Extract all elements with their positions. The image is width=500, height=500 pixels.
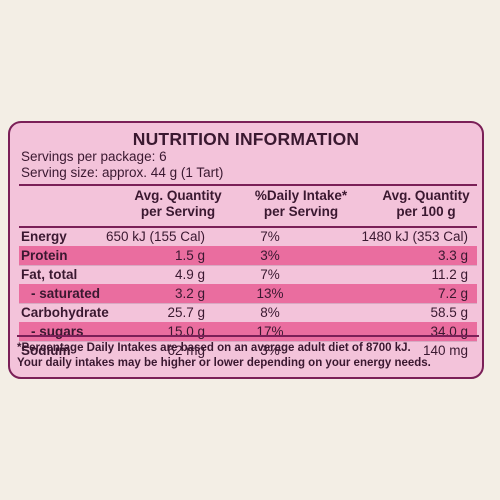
daily-intake-value: 3% bbox=[260, 343, 280, 358]
nutrition-panel: NUTRITION INFORMATION Servings per packa… bbox=[8, 121, 484, 379]
table-row: Protein 1.5 g 3% 3.3 g bbox=[19, 246, 477, 265]
header-avg-per-100g: Avg. Quantity per 100 g bbox=[382, 188, 470, 219]
nutrient-name: Protein bbox=[21, 248, 68, 263]
table-row: - saturated 3.2 g 13% 7.2 g bbox=[19, 284, 477, 303]
per-100g-value: 1480 kJ (353 Cal) bbox=[361, 229, 468, 244]
header-avg-per-serving: Avg. Quantity per Serving bbox=[134, 188, 222, 219]
daily-intake-value: 7% bbox=[260, 229, 280, 244]
daily-intake-value: 3% bbox=[260, 248, 280, 263]
nutrient-name: Carbohydrate bbox=[21, 305, 109, 320]
table-row: Carbohydrate 25.7 g 8% 58.5 g bbox=[19, 303, 477, 322]
table-row: Sodium 62 mg 3% 140 mg bbox=[19, 341, 477, 360]
serving-size: Serving size: approx. 44 g (1 Tart) bbox=[21, 165, 224, 180]
per-100g-value: 11.2 g bbox=[431, 267, 468, 282]
table-row: Energy 650 kJ (155 Cal) 7% 1480 kJ (353 … bbox=[19, 226, 477, 246]
nutrient-name: Fat, total bbox=[21, 267, 78, 282]
panel-title: NUTRITION INFORMATION bbox=[132, 129, 360, 149]
per-serving-value: 1.5 g bbox=[174, 248, 205, 263]
daily-intake-value: 8% bbox=[260, 305, 280, 320]
nutrient-name: Sodium bbox=[21, 343, 71, 358]
nutrient-name: - saturated bbox=[31, 286, 101, 301]
per-100g-value: 7.2 g bbox=[437, 286, 468, 301]
header-daily-intake: %Daily Intake* per Serving bbox=[254, 188, 348, 219]
table-header: Avg. Quantity per Serving %Daily Intake*… bbox=[19, 184, 477, 226]
per-100g-value: 58.5 g bbox=[430, 305, 468, 320]
per-serving-value: 62 mg bbox=[167, 343, 205, 358]
nutrient-name: Energy bbox=[21, 229, 67, 244]
per-100g-value: 3.3 g bbox=[437, 248, 468, 263]
servings-per-package: Servings per package: 6 bbox=[21, 149, 167, 164]
footnote: *Percentage Daily Intakes are based on a… bbox=[17, 335, 479, 371]
footnote-line: *Percentage Daily Intakes are based on a… bbox=[17, 342, 411, 354]
footnote-line: Your daily intakes may be higher or lowe… bbox=[17, 357, 431, 369]
per-serving-value: 3.2 g bbox=[174, 286, 205, 301]
per-serving-value: 650 kJ (155 Cal) bbox=[105, 229, 205, 244]
per-100g-value: 140 mg bbox=[422, 343, 468, 358]
daily-intake-value: 13% bbox=[256, 286, 284, 301]
per-serving-value: 25.7 g bbox=[167, 305, 205, 320]
nutrition-table: Avg. Quantity per Serving %Daily Intake*… bbox=[19, 184, 477, 360]
table-row: Fat, total 4.9 g 7% 11.2 g bbox=[19, 265, 477, 284]
per-serving-value: 4.9 g bbox=[174, 267, 205, 282]
daily-intake-value: 7% bbox=[260, 267, 280, 282]
